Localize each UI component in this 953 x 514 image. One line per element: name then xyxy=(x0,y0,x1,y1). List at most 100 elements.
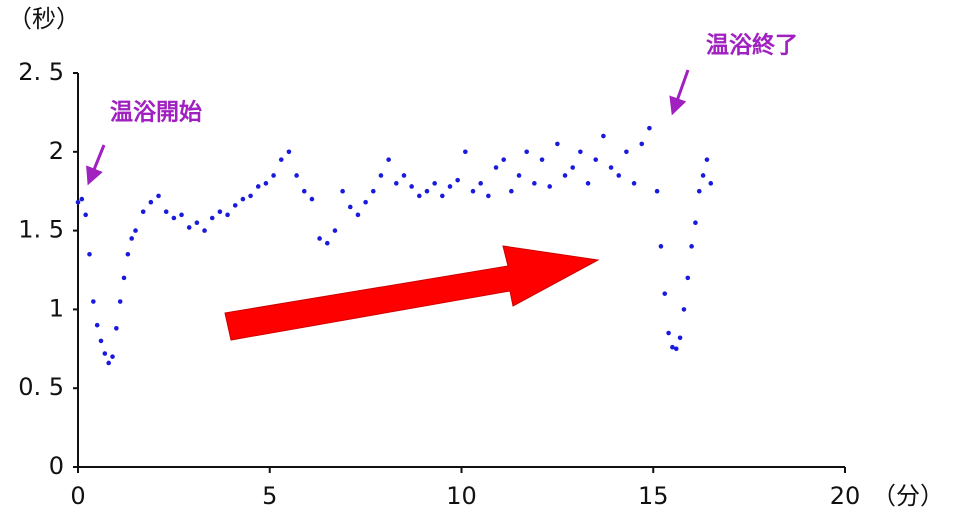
point xyxy=(217,209,223,214)
point xyxy=(94,322,100,328)
point xyxy=(631,181,637,186)
point xyxy=(524,149,529,155)
point xyxy=(294,173,299,178)
point xyxy=(240,196,246,202)
point xyxy=(401,173,407,178)
point xyxy=(340,188,345,194)
point xyxy=(355,212,361,218)
point xyxy=(106,360,111,366)
y-tick-label: 0. 5 xyxy=(18,373,64,401)
y-tick-label: 2. 5 xyxy=(18,58,64,86)
point xyxy=(194,220,200,226)
point xyxy=(163,209,169,214)
point xyxy=(509,188,514,194)
x-tick-label: 5 xyxy=(262,482,277,510)
point xyxy=(666,330,671,336)
point xyxy=(704,157,710,162)
x-tick-label: 0 xyxy=(70,482,85,510)
point xyxy=(432,181,437,186)
annotation: 温浴開始 xyxy=(110,99,202,126)
point xyxy=(394,181,399,186)
point xyxy=(417,193,422,199)
y-unit: （秒） xyxy=(8,5,80,33)
point xyxy=(363,199,368,205)
point xyxy=(156,193,161,199)
point xyxy=(593,157,599,162)
point xyxy=(386,157,391,162)
point xyxy=(171,215,177,221)
point xyxy=(654,188,660,194)
point xyxy=(681,307,687,312)
point xyxy=(301,188,307,194)
y-tick-label: 1 xyxy=(49,294,64,322)
point xyxy=(601,133,606,139)
point xyxy=(225,212,230,218)
point xyxy=(493,165,499,170)
point xyxy=(570,165,576,170)
annotation-arrow xyxy=(86,144,106,186)
point xyxy=(447,184,453,189)
point xyxy=(148,199,154,205)
point xyxy=(232,203,238,208)
point xyxy=(532,181,537,186)
point xyxy=(133,228,138,233)
annotation: 温浴終了 xyxy=(706,32,798,59)
point xyxy=(114,326,119,331)
point xyxy=(98,338,104,344)
x-tick-label: 10 xyxy=(446,482,477,510)
point xyxy=(91,299,96,304)
point xyxy=(121,275,127,281)
point xyxy=(79,196,85,202)
point xyxy=(501,157,506,162)
point xyxy=(209,215,215,221)
point xyxy=(608,165,614,170)
y-tick-label: 0 xyxy=(49,452,64,480)
point xyxy=(125,251,131,257)
point xyxy=(186,225,192,230)
point xyxy=(117,299,123,304)
point xyxy=(670,344,675,350)
point xyxy=(102,351,108,356)
point xyxy=(547,184,553,189)
point xyxy=(83,212,88,218)
annotation-arrow xyxy=(669,69,690,116)
point xyxy=(309,196,315,202)
point xyxy=(662,291,668,296)
point xyxy=(478,181,483,186)
point xyxy=(324,240,330,246)
point xyxy=(255,184,261,189)
point xyxy=(616,173,622,178)
point xyxy=(693,220,698,226)
point xyxy=(110,354,115,359)
point xyxy=(278,157,284,162)
point xyxy=(332,228,338,233)
point xyxy=(179,212,184,218)
point xyxy=(689,244,694,249)
point xyxy=(455,177,460,183)
point xyxy=(647,125,652,131)
point xyxy=(248,193,253,199)
point xyxy=(677,335,683,341)
point xyxy=(696,188,702,194)
y-tick-label: 1. 5 xyxy=(18,216,64,244)
point xyxy=(708,181,714,186)
x-unit: （分） xyxy=(872,482,944,510)
point xyxy=(516,173,522,178)
point xyxy=(624,149,629,155)
point xyxy=(685,275,691,281)
point xyxy=(263,181,269,186)
point xyxy=(87,251,92,257)
point xyxy=(286,149,292,155)
point xyxy=(700,173,706,178)
point xyxy=(673,346,679,352)
point xyxy=(578,149,583,155)
point xyxy=(539,157,545,162)
point xyxy=(440,193,445,199)
point xyxy=(639,141,645,147)
point xyxy=(75,199,81,205)
x-tick-label: 15 xyxy=(638,482,669,510)
point xyxy=(562,173,568,178)
x-tick-label: 20 xyxy=(830,482,861,510)
